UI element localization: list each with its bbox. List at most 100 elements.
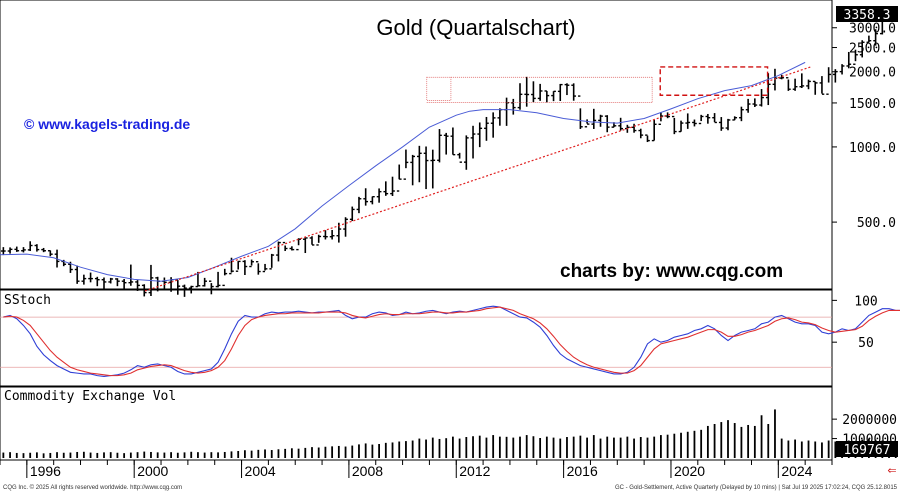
price-bar <box>1 247 6 256</box>
stoch-panel-label: SStoch <box>4 293 51 308</box>
price-bar <box>323 230 328 240</box>
range-box-2011 <box>426 76 452 101</box>
price-bar <box>309 236 315 246</box>
stoch-k-line <box>3 305 900 378</box>
price-bar <box>645 134 650 143</box>
price-ytick-label: 500.0 <box>857 216 896 231</box>
x-tick-label: 2020 <box>674 463 705 479</box>
price-bar <box>121 278 127 290</box>
x-tick-label: 1996 <box>30 463 61 479</box>
price-bar <box>490 112 496 138</box>
price-bar <box>249 259 254 268</box>
x-tick-label: 2024 <box>781 463 812 479</box>
price-bar <box>396 164 402 192</box>
price-bar <box>27 241 33 252</box>
price-bar <box>343 217 348 237</box>
price-bar <box>376 188 382 203</box>
price-bar <box>718 117 724 131</box>
price-bar <box>551 90 556 102</box>
price-bar <box>437 129 442 163</box>
x-tick-label: 2000 <box>137 463 168 479</box>
price-bar <box>671 115 677 135</box>
price-bar <box>564 83 570 96</box>
price-bar <box>685 113 691 129</box>
price-bar <box>786 77 791 91</box>
price-bar <box>195 271 201 288</box>
price-bar <box>47 250 53 257</box>
footer-info: GC - Gold-Settlement, Active Quarterly (… <box>615 485 898 491</box>
consolidation-box <box>659 66 769 96</box>
moving-average-line <box>0 61 806 282</box>
price-bar <box>618 117 623 131</box>
price-bar <box>524 76 530 107</box>
footer-copyright: CQG Inc. © 2025 All rights reserved worl… <box>3 484 182 491</box>
price-bar <box>21 247 26 253</box>
price-bar <box>115 278 120 287</box>
price-bar <box>403 149 409 180</box>
x-tick-label: 2008 <box>352 463 383 479</box>
price-bar <box>759 89 764 107</box>
price-bar <box>826 67 831 95</box>
price-bar <box>712 113 717 124</box>
price-bar <box>128 264 134 286</box>
price-bar <box>269 253 275 270</box>
price-bar <box>853 49 858 65</box>
watermark-kagels: © www.kagels-trading.de <box>24 116 190 132</box>
price-bar <box>430 149 436 189</box>
price-bar <box>692 119 697 127</box>
axis-labels: 500.0 1000.0 1500.0 2000.0 2500.0 3000.0 50 100… <box>832 22 897 448</box>
price-bar <box>108 277 114 284</box>
price-bar <box>7 247 13 254</box>
price-bar <box>242 260 248 276</box>
price-bar <box>363 188 369 206</box>
price-ytick-label: 1500.0 <box>849 97 896 112</box>
price-bar <box>302 237 308 254</box>
price-bar <box>698 114 704 125</box>
price-bar <box>732 116 738 121</box>
price-bar <box>262 263 268 273</box>
scroll-arrow-icon[interactable]: ⇐ <box>887 465 896 477</box>
price-bar <box>705 113 711 124</box>
price-bar <box>356 196 362 214</box>
volume-panel-frame <box>0 386 833 461</box>
last-price-label: 3358.3 <box>844 8 891 23</box>
price-bar <box>349 206 355 222</box>
price-bar <box>578 95 583 129</box>
watermark-cqg: charts by: www.cqg.com <box>560 261 783 282</box>
price-bar <box>14 246 20 252</box>
last-volume-label: 169767 <box>844 443 891 458</box>
price-bar <box>182 284 187 297</box>
x-tick-label: 2016 <box>567 463 598 479</box>
price-bar <box>806 79 811 90</box>
price-bar <box>544 90 550 103</box>
volume-panel-label: Commodity Exchange Vol <box>4 389 176 404</box>
price-panel-frame <box>0 0 833 290</box>
price-bar <box>410 154 415 186</box>
price-bar <box>477 122 483 148</box>
price-bar <box>417 145 422 183</box>
chart-title: Gold (Quartalschart) <box>376 15 575 40</box>
x-tick-label: 2012 <box>459 463 490 479</box>
price-bar <box>235 260 241 272</box>
price-bar <box>638 128 644 139</box>
price-bar <box>209 280 214 295</box>
price-bar <box>833 69 838 83</box>
price-bar <box>276 241 281 262</box>
price-bar <box>74 265 80 284</box>
x-axis: 1996 2000 2004 2008 2012 2016 2020 2024 <box>0 459 833 479</box>
price-bar <box>289 246 295 251</box>
price-bar <box>484 116 489 141</box>
price-bar <box>423 146 429 190</box>
price-bar <box>799 73 805 89</box>
price-bar <box>591 108 597 129</box>
price-bar <box>370 195 375 205</box>
price-bar <box>779 74 785 80</box>
price-bar <box>329 229 335 240</box>
price-bar <box>188 285 194 294</box>
price-bar <box>859 40 865 58</box>
price-ytick-label: 2000.0 <box>849 66 896 81</box>
price-bar <box>202 277 207 287</box>
price-bar <box>470 125 476 159</box>
